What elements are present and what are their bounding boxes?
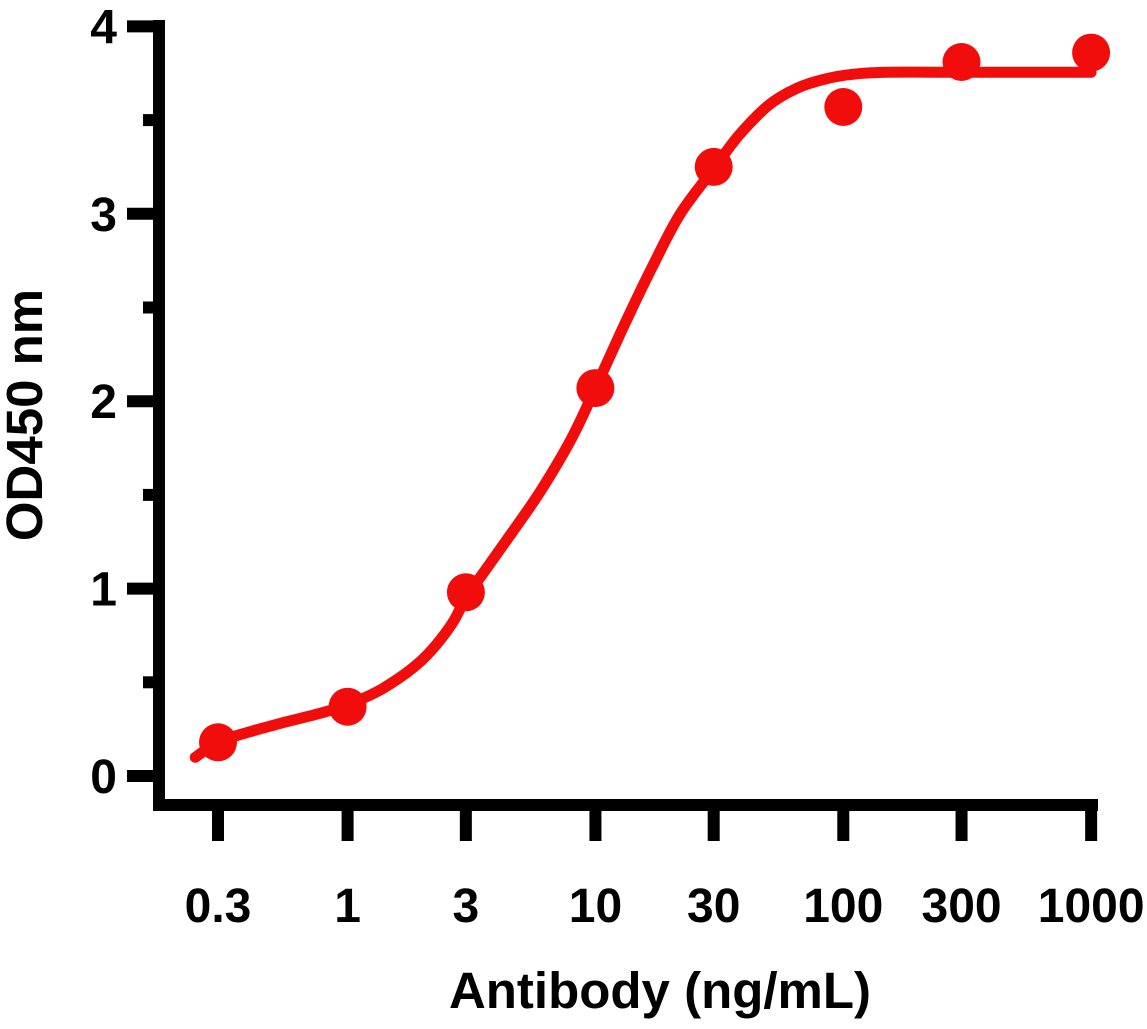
x-tick-label: 300 bbox=[922, 880, 1002, 933]
y-axis-ticks: 0 1 2 3 4 bbox=[90, 1, 159, 804]
data-point-marker bbox=[576, 369, 615, 408]
y-tick-label: 4 bbox=[90, 1, 117, 54]
x-axis-ticks: 0.3 1 3 10 30 100 300 1000 bbox=[185, 805, 1145, 933]
data-point-marker bbox=[199, 723, 237, 762]
y-tick-label: 1 bbox=[90, 564, 117, 617]
data-point-marker bbox=[942, 43, 981, 81]
y-tick-label: 3 bbox=[90, 189, 117, 242]
x-tick-label: 10 bbox=[569, 880, 622, 933]
data-point-marker bbox=[446, 573, 485, 612]
x-tick-label: 30 bbox=[687, 880, 740, 933]
axes bbox=[153, 20, 1098, 811]
y-axis-title: OD450 nm bbox=[0, 289, 53, 541]
fit-curve-line bbox=[189, 66, 1097, 763]
data-point-marker bbox=[328, 687, 367, 726]
data-point-marker bbox=[694, 147, 733, 186]
x-tick-label: 1 bbox=[334, 880, 361, 933]
x-axis-title: Antibody (ng/mL) bbox=[449, 962, 871, 1019]
data-point-marker bbox=[824, 88, 863, 126]
y-tick-label: 2 bbox=[90, 376, 117, 429]
x-tick-label: 0.3 bbox=[185, 880, 252, 933]
data-points bbox=[199, 33, 1111, 762]
x-tick-label: 1000 bbox=[1038, 880, 1145, 933]
y-tick-label: 0 bbox=[90, 751, 117, 804]
x-tick-label: 100 bbox=[803, 880, 883, 933]
data-point-marker bbox=[1072, 33, 1111, 72]
x-tick-label: 3 bbox=[452, 880, 479, 933]
